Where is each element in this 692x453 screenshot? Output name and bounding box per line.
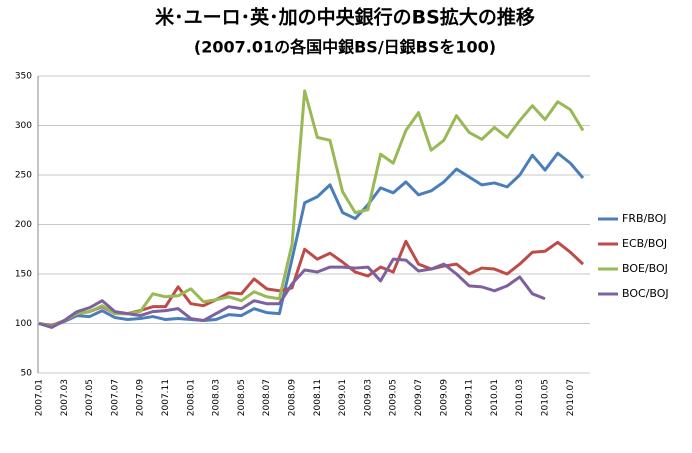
x-tick-label: 2009.09: [439, 379, 449, 416]
y-tick-label: 50: [21, 369, 33, 379]
y-tick-label: 200: [15, 220, 32, 230]
chart-title: 米･ユーロ･英･加の中央銀行のBS拡大の推移: [155, 6, 535, 29]
legend-label: FRB/BOJ: [622, 212, 666, 225]
legend-label: BOE/BOJ: [622, 262, 668, 275]
series-line: [38, 151, 585, 328]
x-tick-label: 2007.05: [85, 379, 95, 416]
x-tick-label: 2007.03: [60, 379, 70, 416]
x-tick-label: 2010.05: [541, 379, 551, 416]
series-line: [38, 257, 546, 329]
x-tick-label: 2009.05: [389, 379, 399, 416]
chart-subtitle: (2007.01の各国中銀BS/日銀BSを100): [194, 38, 496, 57]
x-tick-label: 2010.01: [490, 379, 500, 416]
y-tick-label: 100: [15, 319, 32, 329]
x-tick-label: 2007.09: [136, 379, 146, 416]
x-tick-label: 2008.09: [288, 379, 298, 416]
x-tick-label: 2008.01: [186, 379, 196, 416]
x-tick-label: 2009.11: [465, 379, 475, 416]
x-tick-label: 2008.05: [237, 379, 247, 416]
x-tick-label: 2007.01: [35, 379, 45, 416]
legend-label: BOC/BOJ: [622, 287, 669, 300]
y-tick-label: 350: [15, 72, 32, 82]
y-tick-label: 250: [15, 171, 32, 181]
x-tick-label: 2008.11: [313, 379, 323, 416]
legend-label: ECB/BOJ: [622, 237, 667, 250]
y-tick-label: 300: [15, 121, 32, 131]
x-tick-label: 2009.01: [338, 379, 348, 416]
x-tick-label: 2008.03: [212, 379, 222, 416]
x-tick-label: 2009.03: [363, 379, 373, 416]
x-tick-label: 2007.07: [110, 379, 120, 416]
x-tick-label: 2010.03: [515, 379, 525, 416]
y-tick-label: 150: [15, 270, 32, 280]
x-tick-label: 2010.07: [566, 379, 576, 416]
x-tick-label: 2008.07: [262, 379, 272, 416]
series-line: [38, 89, 585, 328]
x-tick-label: 2007.11: [161, 379, 171, 416]
x-tick-label: 2009.07: [414, 379, 424, 416]
